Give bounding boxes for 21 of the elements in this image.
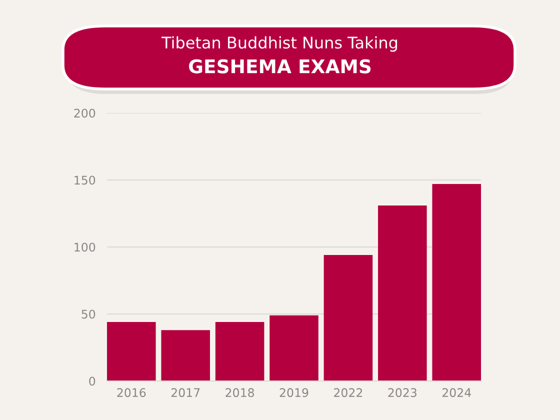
bar <box>161 330 210 381</box>
bar <box>215 322 264 381</box>
y-tick-label: 0 <box>89 376 96 386</box>
bar <box>324 255 373 381</box>
bar <box>378 205 427 381</box>
x-tick-label: 2016 <box>117 388 146 398</box>
x-tick-label: 2017 <box>171 388 200 398</box>
chart-subtitle: GESHEMA EXAMS <box>189 59 371 74</box>
y-tick-label: 100 <box>74 242 96 252</box>
x-tick-label: 2018 <box>226 388 254 398</box>
x-tick-label: 2024 <box>442 388 471 398</box>
x-tick-label: 2023 <box>388 388 416 398</box>
x-tick-label: 2022 <box>334 388 362 398</box>
bar <box>107 322 156 381</box>
y-tick-label: 50 <box>82 310 96 319</box>
bar <box>432 184 481 381</box>
chart-title: Tibetan Buddhist Nuns Taking <box>161 36 398 52</box>
x-tick-label: 2019 <box>280 388 308 398</box>
y-tick-label: 150 <box>74 176 96 185</box>
y-tick-label: 200 <box>74 108 96 118</box>
bar <box>270 315 318 381</box>
